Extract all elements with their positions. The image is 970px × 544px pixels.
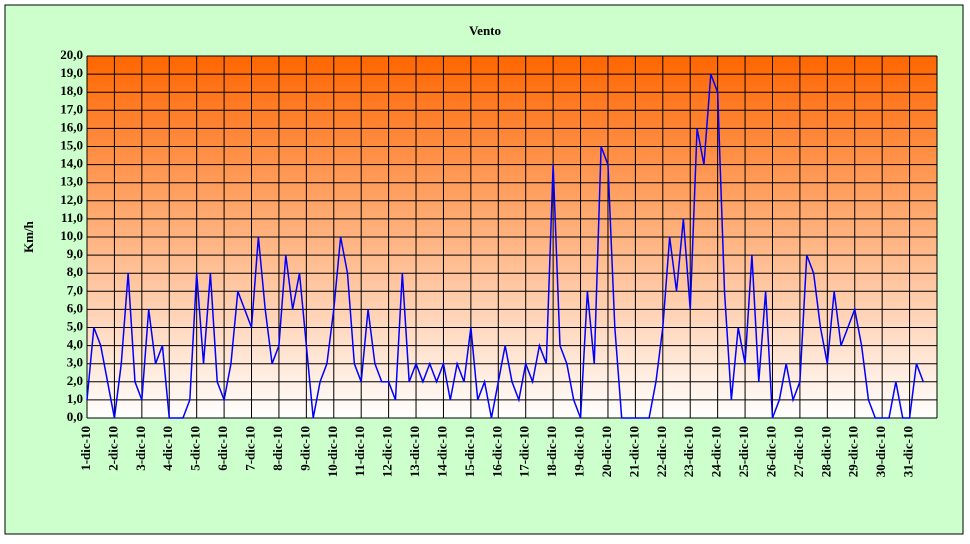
x-tick-label: 24-dic-10	[709, 426, 724, 477]
y-tick-label: 0,0	[67, 409, 83, 424]
x-tick-label: 29-dic-10	[846, 426, 861, 477]
x-tick-label: 19-dic-10	[572, 426, 587, 477]
y-tick-label: 7,0	[67, 282, 83, 297]
y-tick-label: 5,0	[67, 318, 83, 333]
x-tick-label: 26-dic-10	[763, 426, 778, 477]
x-tick-label: 25-dic-10	[736, 426, 751, 477]
x-tick-label: 12-dic-10	[380, 426, 395, 477]
x-tick-label: 21-dic-10	[626, 426, 641, 477]
x-tick-label: 28-dic-10	[818, 426, 833, 477]
data-line	[86, 73, 924, 419]
y-tick-label: 13,0	[60, 174, 83, 189]
x-tick-label: 15-dic-10	[462, 426, 477, 477]
x-tick-label: 9-dic-10	[297, 426, 312, 471]
y-tick-label: 20,0	[60, 47, 83, 62]
x-tick-label: 8-dic-10	[270, 426, 285, 471]
y-tick-label: 16,0	[60, 119, 83, 134]
x-tick-label: 11-dic-10	[352, 426, 367, 477]
x-tick-label: 30-dic-10	[873, 426, 888, 477]
y-tick-label: 6,0	[67, 300, 83, 315]
x-tick-label: 13-dic-10	[407, 426, 422, 477]
x-tick-label: 16-dic-10	[489, 426, 504, 477]
y-tick-label: 15,0	[60, 137, 83, 152]
x-tick-label: 4-dic-10	[160, 426, 175, 471]
y-tick-label: 10,0	[60, 228, 83, 243]
x-tick-label: 20-dic-10	[599, 426, 614, 477]
x-tick-label: 22-dic-10	[654, 426, 669, 477]
x-tick-label: 2-dic-10	[105, 426, 120, 471]
y-axis-label: Km/h	[21, 220, 36, 253]
x-tick-label: 5-dic-10	[188, 426, 203, 471]
x-tick-label: 14-dic-10	[434, 426, 449, 477]
y-tick-label: 9,0	[67, 246, 83, 261]
x-tick-label: 18-dic-10	[544, 426, 559, 477]
x-tick-label: 23-dic-10	[681, 426, 696, 477]
y-tick-label: 11,0	[61, 210, 83, 225]
x-tick-label: 27-dic-10	[791, 426, 806, 477]
y-tick-label: 2,0	[67, 373, 83, 388]
y-tick-label: 1,0	[67, 391, 83, 406]
x-tick-label: 3-dic-10	[133, 426, 148, 471]
y-tick-label: 17,0	[60, 101, 83, 116]
x-tick-label: 10-dic-10	[325, 426, 340, 477]
x-tick-label: 17-dic-10	[517, 426, 532, 477]
y-tick-label: 14,0	[60, 156, 83, 171]
y-tick-label: 4,0	[67, 337, 83, 352]
chart-title: Vento	[469, 23, 501, 38]
y-tick-label: 18,0	[60, 83, 83, 98]
x-tick-label: 6-dic-10	[215, 426, 230, 471]
y-tick-label: 8,0	[67, 264, 83, 279]
y-tick-label: 19,0	[60, 65, 83, 80]
x-tick-label: 1-dic-10	[78, 426, 93, 471]
y-tick-label: 3,0	[67, 355, 83, 370]
y-tick-label: 12,0	[60, 192, 83, 207]
x-tick-label: 7-dic-10	[243, 426, 258, 471]
x-tick-label: 31-dic-10	[901, 426, 916, 477]
